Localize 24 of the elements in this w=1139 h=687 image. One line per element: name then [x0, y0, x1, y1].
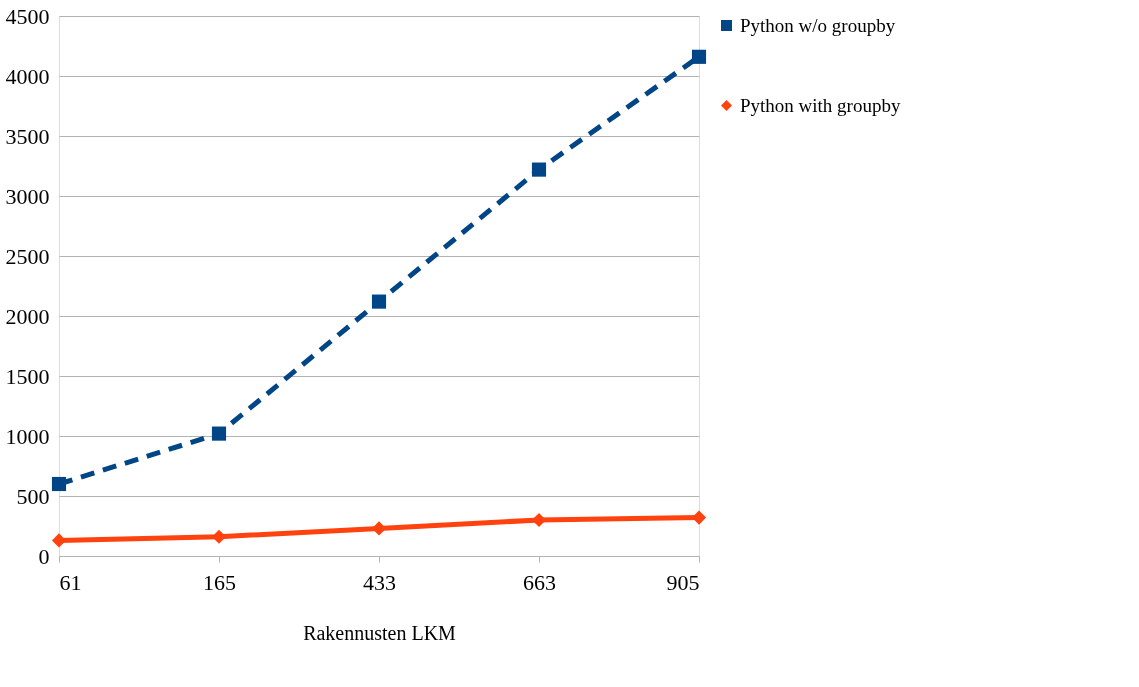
x-tick-label: 61: [59, 569, 82, 595]
x-tick-label: 905: [666, 569, 700, 595]
y-tick-label: 1000: [5, 423, 50, 449]
x-tick-label: 433: [363, 569, 396, 595]
y-tick-label: 0: [38, 543, 50, 569]
x-tick-label: 663: [523, 569, 556, 595]
x-tick-label: 165: [203, 569, 236, 595]
y-tick-label: 4000: [5, 63, 50, 89]
y-tick-label: 3000: [5, 183, 50, 209]
y-tick-label: 500: [16, 483, 50, 509]
y-tick-label: 2000: [5, 303, 50, 329]
y-tick-label: 4500: [5, 3, 50, 29]
y-tick-label: 2500: [5, 243, 50, 269]
x-axis-title: Rakennusten LKM: [303, 621, 457, 644]
point: [691, 49, 707, 64]
point: [371, 294, 387, 309]
legend-label: Python w/o groupby: [740, 14, 896, 36]
point: [51, 476, 67, 492]
y-tick-label: 3500: [5, 123, 50, 149]
legend-label: Python with groupby: [740, 94, 901, 116]
point: [531, 162, 547, 177]
y-tick-label: 1500: [5, 363, 50, 389]
point: [371, 521, 387, 536]
point: [211, 426, 227, 441]
